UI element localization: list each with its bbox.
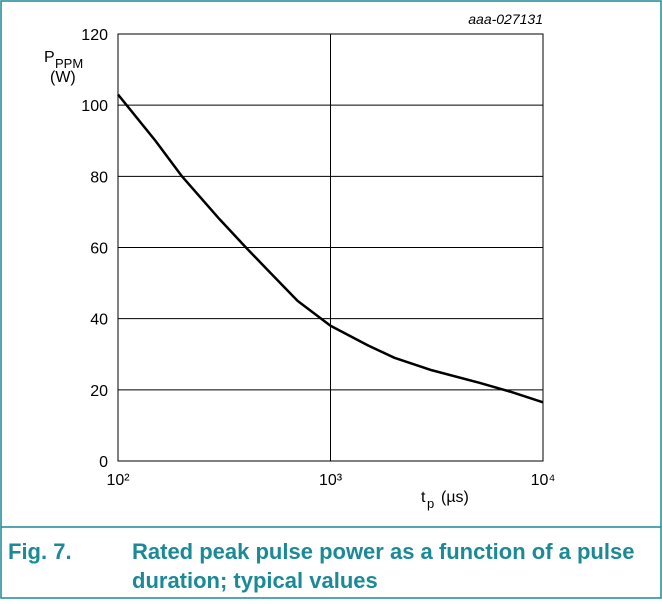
caption-text: Rated peak pulse power as a function of … [132,539,634,564]
y-tick-label: 100 [81,98,108,115]
y-tick-label: 40 [90,312,108,329]
y-label-unit: (W) [50,69,76,86]
x-label-symbol: t [421,489,426,506]
caption-number: Fig. 7. [8,539,72,564]
x-tick-label: 10³ [319,472,343,489]
plot-border [117,33,544,462]
data-line [117,93,544,404]
y-label-subscript: PPM [55,56,83,71]
annotation: aaa-027131 [468,11,543,27]
y-tick-label: 80 [90,169,108,186]
y-label-symbol: P [44,49,55,66]
x-tick-label: 10⁴ [531,472,556,489]
x-label-unit: (µs) [441,489,469,506]
y-tick-label: 0 [99,454,108,471]
y-tick-label: 60 [90,241,108,258]
x-label-subscript: p [427,496,434,511]
y-tick-label: 120 [81,27,108,44]
caption-text: duration; typical values [132,568,378,593]
y-tick-label: 20 [90,383,108,400]
x-tick-label: 10² [106,472,130,489]
